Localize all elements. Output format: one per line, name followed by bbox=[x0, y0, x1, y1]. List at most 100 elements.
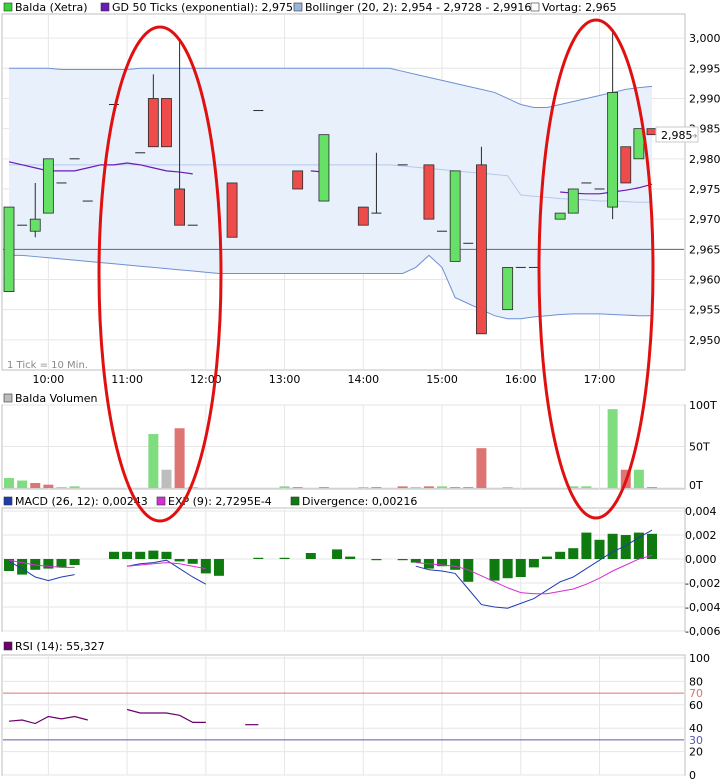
rsi-legend-swatch bbox=[3, 641, 13, 651]
macd-y-tick: 0,002 bbox=[685, 529, 717, 542]
volume-bar bbox=[174, 428, 185, 488]
divergence-bar bbox=[174, 559, 185, 562]
tick-note: 1 Tick = 10 Min. bbox=[7, 360, 88, 371]
volume-bar bbox=[581, 486, 592, 488]
divergence-bar bbox=[633, 532, 644, 559]
divergence-bar bbox=[502, 559, 513, 579]
volume-bar bbox=[476, 448, 487, 488]
rsi-panel-frame bbox=[1, 654, 686, 776]
price-legend: Balda (Xetra) GD 50 Ticks (exponential):… bbox=[3, 1, 617, 14]
macd-line-segment bbox=[8, 560, 75, 582]
volume-legend-label: Balda Volumen bbox=[15, 392, 97, 405]
highlight-ellipse-right bbox=[537, 18, 655, 520]
macd-legend-label: MACD (26, 12): 0,00243 bbox=[15, 495, 148, 508]
macd-panel-frame bbox=[1, 507, 686, 632]
divergence-bar bbox=[108, 551, 119, 559]
divergence-bar bbox=[69, 559, 80, 565]
candle-body bbox=[502, 267, 514, 311]
divergence-bar bbox=[410, 559, 421, 563]
rsi-line-segment bbox=[8, 715, 88, 725]
time-x-tick: 13:00 bbox=[269, 373, 301, 386]
volume-grid bbox=[3, 404, 684, 489]
volume-bar bbox=[318, 487, 329, 488]
volume-bar bbox=[450, 487, 461, 488]
rsi-line bbox=[8, 708, 259, 726]
divergence-bar bbox=[332, 549, 343, 559]
rsi-y-tick: 60 bbox=[689, 699, 703, 712]
macd-line-segment bbox=[415, 529, 653, 609]
last-price-tag: 2,985 → bbox=[655, 126, 699, 143]
volume-bar bbox=[4, 478, 14, 488]
volume-bar bbox=[358, 487, 369, 488]
rsi-ref-label: 30 bbox=[689, 734, 703, 747]
divergence-bar bbox=[30, 559, 41, 570]
divergence-bar bbox=[555, 551, 566, 559]
divergence-bars bbox=[4, 532, 657, 582]
volume-bar bbox=[437, 486, 448, 488]
divergence-bar bbox=[148, 550, 159, 559]
volume-bar bbox=[17, 480, 28, 488]
price-y-tick: 2,980 bbox=[689, 153, 721, 166]
divergence-bar bbox=[253, 557, 264, 559]
macd-lines bbox=[8, 529, 653, 609]
candle-body bbox=[292, 170, 304, 190]
candle-body bbox=[161, 98, 172, 148]
volume-bar bbox=[607, 409, 618, 488]
highlight-ellipse-left bbox=[97, 25, 223, 523]
macd-legend-swatch bbox=[3, 496, 13, 506]
divergence-bar bbox=[187, 559, 198, 564]
divergence-bar bbox=[647, 533, 657, 559]
price-y-tick: 3,000 bbox=[689, 32, 721, 45]
volume-bar bbox=[161, 469, 172, 488]
volume-bars bbox=[4, 409, 657, 488]
candle-body bbox=[226, 182, 238, 238]
rsi-reference-lines bbox=[3, 692, 684, 741]
divergence-bar bbox=[607, 533, 618, 559]
last-price-box bbox=[655, 126, 699, 143]
sma-legend-swatch bbox=[100, 2, 110, 12]
bollinger-bands bbox=[9, 67, 653, 320]
price-y-axis: 2,9502,9552,9602,9652,9702,9752,9802,985… bbox=[689, 32, 721, 347]
divergence-bar bbox=[489, 559, 500, 581]
ema-line-segment bbox=[127, 562, 206, 570]
ema-line-segment bbox=[8, 559, 75, 568]
divergence-bar bbox=[594, 539, 605, 559]
rsi-ref-label: 70 bbox=[689, 687, 703, 700]
divergence-bar bbox=[515, 559, 526, 577]
prev-legend-swatch bbox=[530, 2, 540, 12]
volume-bar bbox=[371, 487, 382, 488]
candle-body bbox=[174, 188, 185, 226]
volume-y-axis: 0T 50T 100T bbox=[689, 399, 717, 492]
time-x-axis: 10:00 11:00 12:00 13:00 14:00 15:00 16:00 17:00 bbox=[33, 373, 616, 386]
divergence-bar bbox=[135, 551, 146, 559]
ema-legend-label: EXP (9): 2,7295E-4 bbox=[168, 495, 272, 508]
ema-line-segment bbox=[415, 554, 653, 595]
candle-body bbox=[42, 158, 54, 214]
macd-line-segment bbox=[127, 559, 207, 585]
divergence-bar bbox=[581, 532, 592, 559]
divergence-legend-label: Divergence: 0,00216 bbox=[302, 495, 417, 508]
volume-bar bbox=[187, 487, 198, 488]
time-x-tick: 14:00 bbox=[347, 373, 379, 386]
last-price-value: 2,985 bbox=[661, 129, 693, 142]
divergence-bar bbox=[620, 535, 631, 559]
price-y-tick: 2,955 bbox=[689, 304, 721, 317]
divergence-bar bbox=[345, 556, 356, 559]
macd-y-tick: -0,004 bbox=[685, 601, 720, 614]
rsi-y-tick: 40 bbox=[689, 722, 703, 735]
volume-y-tick: 100T bbox=[689, 399, 717, 412]
time-x-tick: 11:00 bbox=[111, 373, 143, 386]
divergence-bar bbox=[305, 553, 316, 559]
divergence-bar bbox=[450, 559, 461, 570]
divergence-bar bbox=[17, 559, 28, 575]
volume-bar bbox=[568, 486, 579, 488]
time-x-tick: 17:00 bbox=[584, 373, 616, 386]
divergence-bar bbox=[213, 559, 224, 576]
price-y-tick: 2,970 bbox=[689, 213, 721, 226]
divergence-bar bbox=[279, 557, 290, 559]
candle-body bbox=[3, 206, 15, 292]
ema-legend-swatch bbox=[156, 496, 166, 506]
rsi-y-tick: 20 bbox=[689, 746, 703, 759]
sma-line-segment bbox=[8, 161, 193, 175]
